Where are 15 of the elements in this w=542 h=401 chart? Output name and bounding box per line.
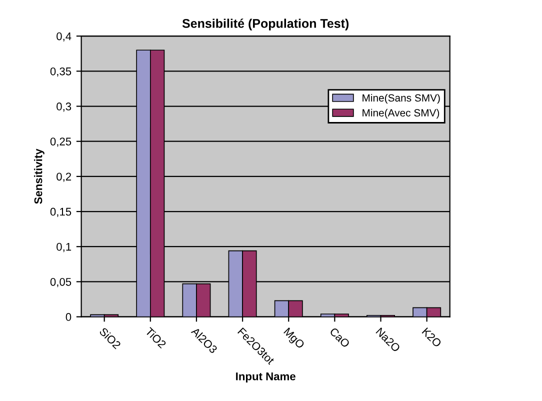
- y-tick-label: 0: [66, 313, 72, 321]
- y-tick-label: 0,25: [50, 138, 72, 147]
- y-tick-label: 0,15: [50, 208, 72, 217]
- y-tick-label: 0,2: [56, 172, 72, 182]
- legend-label: Mine(Avec SMV): [362, 108, 440, 119]
- y-axis-title: Sensitivity: [34, 148, 44, 204]
- x-tick-label: CaO: [329, 327, 350, 348]
- y-tick-label: 0,3: [56, 102, 72, 112]
- y-tick-label: 0,4: [56, 32, 72, 42]
- y-tick-label: 0,1: [56, 242, 72, 252]
- y-tick-label: 0,05: [50, 278, 72, 288]
- chart-title: Sensibilité (Population Test): [182, 18, 349, 30]
- y-tick-label: 0,35: [50, 67, 72, 77]
- x-axis-title: Input Name: [236, 372, 296, 382]
- legend-label: Mine(Sans SMV): [362, 94, 440, 104]
